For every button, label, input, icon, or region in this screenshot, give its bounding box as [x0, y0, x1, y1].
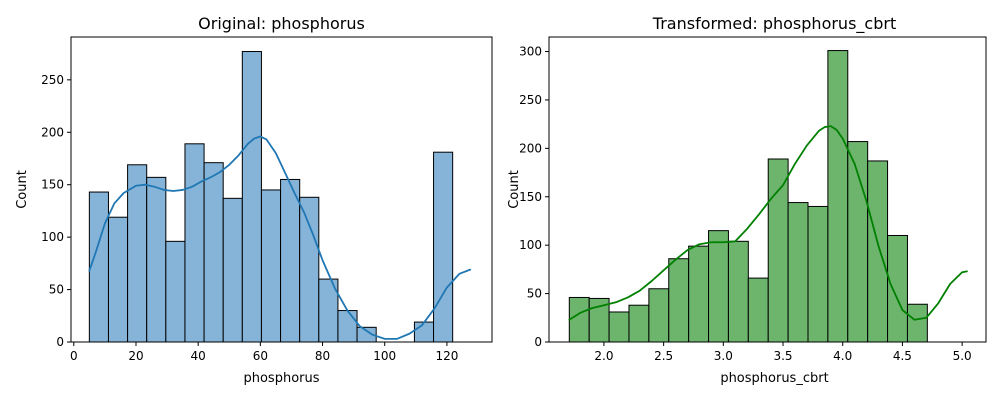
- y-tick-label: 250: [519, 93, 542, 107]
- x-tick-label: 2.5: [654, 349, 673, 363]
- y-tick-label: 50: [527, 287, 542, 301]
- histogram-bar: [747, 277, 769, 343]
- y-tick-label: 300: [519, 45, 542, 59]
- y-tick-label: 0: [534, 335, 542, 349]
- histogram-bar: [299, 196, 320, 343]
- histogram-bar: [867, 160, 889, 343]
- subplot-original-phosphorus: Original: phosphorus phosphorus Count 0 2…: [15, 14, 493, 386]
- histogram-bar: [887, 234, 908, 343]
- kde-line: [568, 125, 968, 321]
- x-tick-label: 3.5: [773, 349, 792, 363]
- y-axis-label: Count: [507, 170, 522, 209]
- histogram-bar: [628, 304, 650, 343]
- histogram-bar: [727, 240, 749, 343]
- y-tick-label: 100: [519, 238, 542, 252]
- x-tick-label: 40: [191, 349, 206, 363]
- histogram-bar: [688, 245, 710, 343]
- histogram-bar: [608, 311, 630, 343]
- y-tick-label: 250: [41, 73, 64, 87]
- y-tick-label: 150: [41, 178, 64, 192]
- histogram-bar: [165, 240, 186, 343]
- x-tick-label: 80: [315, 349, 330, 363]
- subplot-title: Original: phosphorus: [198, 14, 365, 33]
- histogram-bar: [88, 191, 109, 343]
- histogram-bar: [107, 216, 129, 343]
- histogram-bar: [337, 310, 358, 343]
- histogram-bar: [668, 258, 690, 343]
- kde-line: [88, 135, 472, 340]
- histogram-bar: [767, 158, 789, 343]
- histogram-bar: [906, 303, 928, 343]
- x-tick-label: 5.0: [953, 349, 972, 363]
- histogram-bar: [568, 296, 590, 343]
- x-tick-label: 60: [253, 349, 268, 363]
- x-tick-label: 20: [128, 349, 143, 363]
- y-tick-label: 100: [41, 230, 64, 244]
- x-tick-label: 0: [70, 349, 78, 363]
- y-tick-label: 0: [56, 335, 64, 349]
- x-tick-label: 3.0: [714, 349, 733, 363]
- x-tick-label: 4.5: [893, 349, 912, 363]
- histogram-bar: [280, 178, 301, 343]
- x-axis-label: phosphorus: [243, 371, 319, 386]
- subplot-transformed-phosphorus-cbrt: Transformed: phosphorus_cbrt phosphorus_…: [507, 14, 987, 386]
- y-tick-label: 200: [519, 141, 542, 155]
- histogram-bar: [260, 189, 282, 343]
- axes-frame: [548, 36, 987, 343]
- histogram-bar: [413, 321, 435, 343]
- histogram-bar: [708, 230, 729, 343]
- histogram-bar: [184, 143, 205, 343]
- x-tick-label: 100: [373, 349, 396, 363]
- y-axis-label: Count: [15, 170, 30, 209]
- y-tick-label: 50: [49, 283, 64, 297]
- y-tick-label: 150: [519, 190, 542, 204]
- axes-frame: [70, 36, 493, 343]
- histogram-bar: [127, 164, 148, 343]
- x-tick-label: 120: [435, 349, 458, 363]
- x-tick-label: 4.0: [833, 349, 852, 363]
- plot-area: [568, 50, 968, 343]
- histogram-bar: [787, 202, 809, 343]
- y-tick-label: 200: [41, 125, 64, 139]
- histogram-bar: [827, 50, 849, 343]
- plot-area: [88, 51, 472, 343]
- histogram-bar: [203, 162, 224, 343]
- x-tick-label: 2.0: [594, 349, 613, 363]
- histogram-bar: [222, 197, 243, 343]
- histogram-bar: [433, 151, 454, 343]
- histogram-bar: [146, 176, 167, 343]
- histogram-bar: [648, 288, 670, 343]
- subplot-title: Transformed: phosphorus_cbrt: [652, 14, 896, 34]
- histogram-bar: [241, 51, 262, 343]
- x-axis-label: phosphorus_cbrt: [720, 371, 828, 386]
- histogram-bar: [807, 205, 829, 343]
